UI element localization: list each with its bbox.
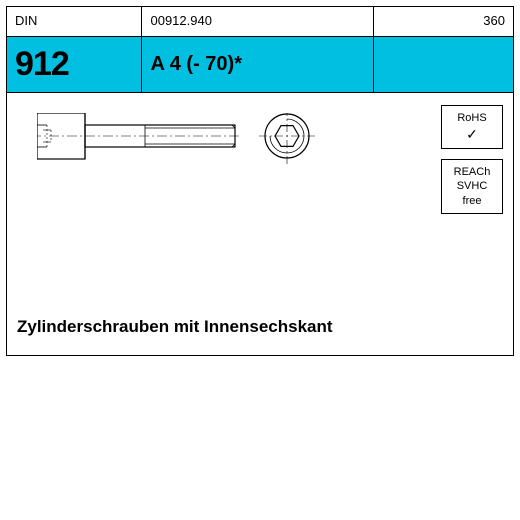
check-icon: ✓ [444,125,500,143]
drawing-area: RoHS ✓ REACh SVHC free Zylinderschrauben… [7,93,513,355]
reach-line1: REACh [444,165,500,179]
material-spec: A 4 (- 70)* [150,53,242,76]
header-qty: 360 [374,7,513,36]
title-empty-cell [374,37,513,92]
product-description: Zylinderschrauben mit Innensechskant [17,317,333,337]
rohs-badge: RoHS ✓ [441,105,503,149]
title-row: 912 A 4 (- 70)* [7,37,513,93]
header-row: DIN 00912.940 360 [7,7,513,37]
reach-line3: free [444,194,500,208]
din-number-cell: 912 [7,37,142,92]
reach-badge: REACh SVHC free [441,159,503,214]
reach-line2: SVHC [444,179,500,193]
header-part-number: 00912.940 [142,7,373,36]
screw-drawing [37,113,337,173]
spec-sheet: DIN 00912.940 360 912 A 4 (- 70)* [6,6,514,356]
din-number: 912 [15,45,69,84]
material-cell: A 4 (- 70)* [142,37,373,92]
rohs-label: RoHS [444,111,500,125]
header-standard-label: DIN [7,7,142,36]
